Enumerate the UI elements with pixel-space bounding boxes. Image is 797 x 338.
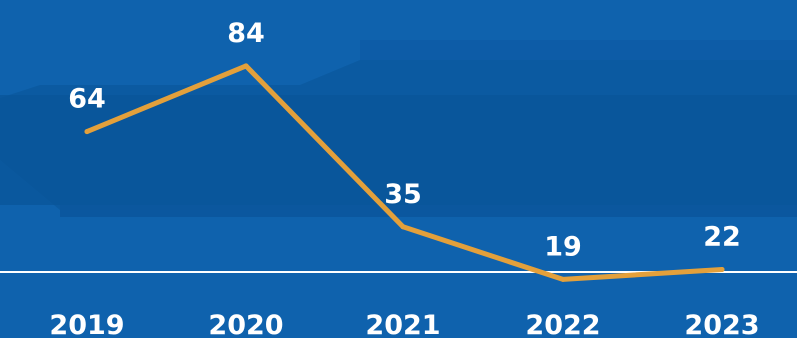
x-tick-label-2020: 2020 bbox=[208, 310, 283, 338]
data-label-2019: 64 bbox=[68, 84, 106, 115]
labels-layer: 64 2019 84 2020 35 2021 19 2022 22 2023 bbox=[49, 18, 759, 338]
data-point-2019 bbox=[84, 129, 90, 135]
x-tick-label-2023: 2023 bbox=[684, 310, 759, 338]
data-label-2021: 35 bbox=[384, 179, 422, 210]
data-label-2023: 22 bbox=[703, 222, 741, 253]
data-point-2023 bbox=[719, 267, 725, 272]
data-label-2020: 84 bbox=[227, 18, 265, 49]
data-point-2022 bbox=[560, 276, 566, 282]
data-point-2020 bbox=[243, 63, 249, 69]
data-point-2021 bbox=[400, 224, 406, 230]
x-tick-label-2022: 2022 bbox=[525, 310, 600, 338]
data-label-2022: 19 bbox=[544, 231, 582, 262]
x-tick-label-2021: 2021 bbox=[365, 310, 440, 338]
x-tick-label-2019: 2019 bbox=[49, 310, 124, 338]
